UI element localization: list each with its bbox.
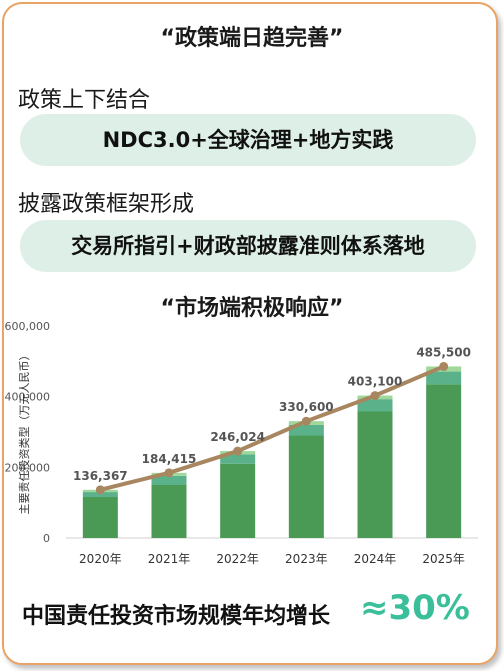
data-label: 136,367 xyxy=(73,469,128,483)
footer-growth-value: ≈30% xyxy=(360,588,470,628)
total-point xyxy=(439,361,449,371)
data-label: 246,024 xyxy=(210,430,265,444)
x-tick-label: 2024年 xyxy=(354,552,397,566)
bar-segment xyxy=(426,384,462,538)
bar-segment xyxy=(288,424,324,436)
data-label: 184,415 xyxy=(142,452,197,466)
policy-section-title: “政策端日趋完善” xyxy=(160,26,344,51)
data-label: 403,100 xyxy=(348,375,403,389)
footer-growth-text: 中国责任投资市场规模年均增长 xyxy=(22,604,331,629)
x-tick-label: 2023年 xyxy=(285,552,328,566)
policy-item2-pill: 交易所指引+财政部披露准则体系落地 xyxy=(20,220,476,272)
x-tick-label: 2021年 xyxy=(148,552,191,566)
total-point xyxy=(164,468,174,478)
x-tick-label: 2020年 xyxy=(79,552,122,566)
policy-item2-label: 披露政策框架形成 xyxy=(18,192,195,217)
bar-segment xyxy=(220,454,256,464)
bar-segment xyxy=(357,399,393,412)
policy-item1-pill: NDC3.0+全球治理+地方实践 xyxy=(20,114,476,166)
bar-segment xyxy=(426,371,462,385)
y-tick-label: 0 xyxy=(43,532,50,545)
bar-segment xyxy=(82,492,118,498)
x-tick-label: 2022年 xyxy=(216,552,259,566)
total-point xyxy=(233,446,243,456)
y-tick-label: 600,000 xyxy=(5,320,51,333)
total-point xyxy=(95,485,105,495)
bar-segment xyxy=(151,485,187,538)
bar-segment xyxy=(82,497,118,538)
data-label: 330,600 xyxy=(279,400,334,414)
policy-item1-label: 政策上下结合 xyxy=(18,88,151,113)
y-axis-title: 主要责任投资类型（万元人民币） xyxy=(17,350,31,515)
market-chart: 0 200,000 400,000 600,000 主要责任投资类型（万元人民币） 202… xyxy=(5,320,478,566)
total-point xyxy=(301,416,311,426)
bar-segment xyxy=(220,463,256,538)
y-tick-label: 200,000 xyxy=(5,461,51,474)
market-section-title: “市场端积极响应” xyxy=(160,296,344,321)
total-point xyxy=(370,391,380,401)
x-tick-label: 2025年 xyxy=(422,552,465,566)
total-line xyxy=(99,364,445,492)
bar-segment xyxy=(151,475,187,485)
y-tick-label: 400,000 xyxy=(5,391,51,404)
data-label: 485,500 xyxy=(416,345,471,359)
bar-segment xyxy=(357,411,393,538)
infographic-card xyxy=(2,2,498,665)
bar-segment xyxy=(288,435,324,538)
